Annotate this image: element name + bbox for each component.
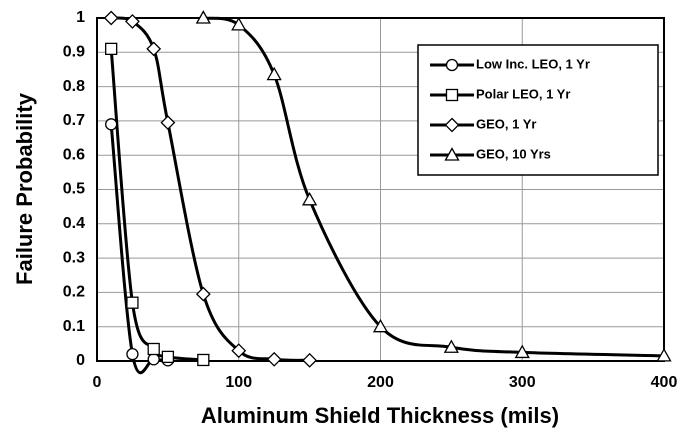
marker [146,41,162,57]
x-tick-label: 400 [651,374,678,391]
marker [231,17,247,31]
y-tick-label: 0.9 [63,44,85,61]
marker [105,42,118,56]
marker [372,318,389,333]
marker [443,339,459,353]
marker [302,352,318,368]
y-tick-label: 0.8 [63,78,85,95]
marker [160,115,176,131]
y-tick-label: 0.4 [63,215,85,232]
y-tick-label: 0.2 [63,284,85,301]
y-tick-label: 0.1 [63,318,85,335]
legend-label: GEO, 10 Yrs [476,146,551,161]
y-tick-label: 0.3 [63,249,85,266]
y-axis-label: Failure Probability [12,92,37,285]
series-line [109,48,204,362]
marker [147,353,160,366]
y-tick-label: 1 [76,9,85,26]
y-tick-label: 0 [76,352,85,369]
marker [147,342,160,356]
x-tick-label: 100 [225,374,252,391]
y-tick-label: 0.5 [63,181,85,198]
marker [125,14,140,29]
marker [444,147,460,161]
x-axis-label: Aluminum Shield Thickness (mils) [201,403,559,428]
marker [105,118,118,131]
series-line [110,16,310,362]
marker [126,296,139,309]
marker [266,66,282,81]
marker [302,191,318,206]
x-tick-label: 0 [93,374,102,391]
legend-label: Polar LEO, 1 Yr [476,86,570,101]
marker [126,347,139,361]
y-tick-label: 0.6 [63,146,85,163]
marker [161,350,175,364]
legend-label: GEO, 1 Yr [476,116,536,131]
legend-box [417,44,659,176]
legend-label: Low Inc. LEO, 1 Yr [476,56,590,71]
marker [656,348,672,362]
x-tick-label: 300 [509,374,536,391]
plot-frame [96,17,665,362]
marker [197,353,210,367]
marker [444,117,460,133]
marker [103,10,119,26]
y-tick-label: 0.7 [63,112,85,129]
marker [266,351,282,367]
marker [195,10,211,24]
marker [514,344,530,359]
marker [445,88,459,102]
marker [195,286,211,302]
x-tick-label: 200 [367,374,394,391]
marker [231,343,247,359]
marker [445,58,459,72]
